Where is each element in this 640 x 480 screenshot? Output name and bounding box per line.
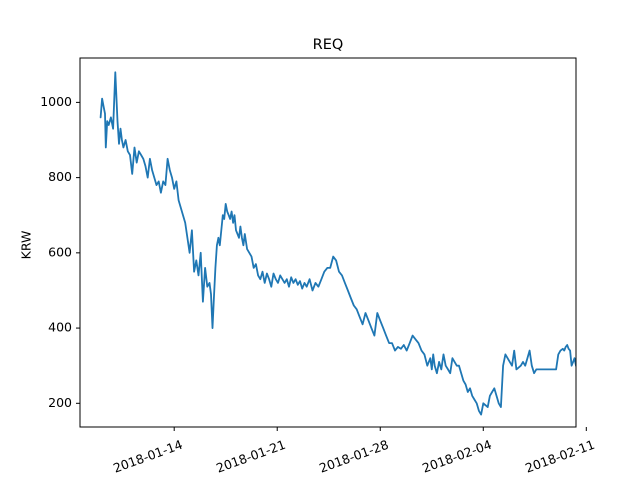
y-tick-label: 400 xyxy=(48,320,72,335)
y-axis: 200 400 600 800 1000 xyxy=(40,94,80,410)
chart-title: REQ xyxy=(313,37,344,53)
plot-area xyxy=(79,57,577,428)
y-tick-label: 1000 xyxy=(40,94,72,109)
y-tick-label: 200 xyxy=(48,395,72,410)
y-tick-label: 600 xyxy=(48,244,72,259)
y-tick-label: 800 xyxy=(48,169,72,184)
series-line-req xyxy=(99,71,576,416)
series-group xyxy=(99,71,576,416)
y-axis-label: KRW xyxy=(19,231,34,260)
plot-frame xyxy=(79,57,577,428)
y-axis-label-group: KRW xyxy=(19,231,34,260)
